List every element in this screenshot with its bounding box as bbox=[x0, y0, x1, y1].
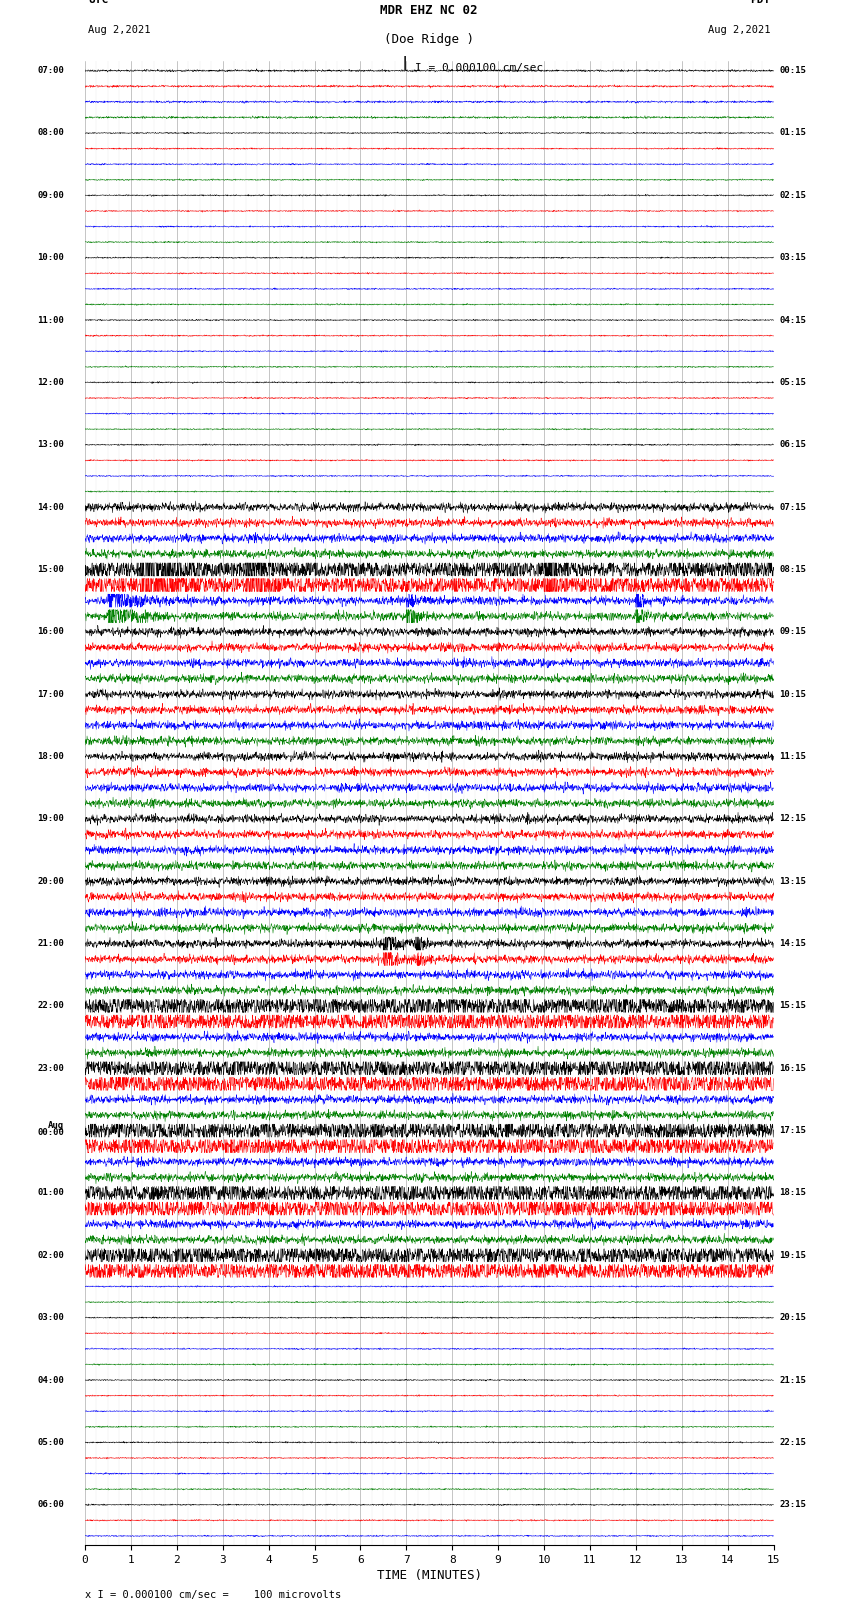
Text: 14:00: 14:00 bbox=[37, 503, 65, 511]
Text: 17:15: 17:15 bbox=[779, 1126, 806, 1136]
Text: MDR EHZ NC 02: MDR EHZ NC 02 bbox=[381, 3, 478, 16]
Text: 04:15: 04:15 bbox=[779, 316, 806, 324]
Text: 07:00: 07:00 bbox=[37, 66, 65, 76]
Text: 02:00: 02:00 bbox=[37, 1250, 65, 1260]
Text: 11:15: 11:15 bbox=[779, 752, 806, 761]
Text: 18:15: 18:15 bbox=[779, 1189, 806, 1197]
Text: 00:15: 00:15 bbox=[779, 66, 806, 76]
Text: 08:00: 08:00 bbox=[37, 129, 65, 137]
X-axis label: TIME (MINUTES): TIME (MINUTES) bbox=[377, 1569, 482, 1582]
Text: 02:15: 02:15 bbox=[779, 190, 806, 200]
Text: 22:00: 22:00 bbox=[37, 1002, 65, 1010]
Text: 06:00: 06:00 bbox=[37, 1500, 65, 1510]
Text: 09:15: 09:15 bbox=[779, 627, 806, 636]
Text: 13:15: 13:15 bbox=[779, 877, 806, 886]
Text: Aug: Aug bbox=[48, 1121, 65, 1129]
Text: 19:15: 19:15 bbox=[779, 1250, 806, 1260]
Text: 10:15: 10:15 bbox=[779, 690, 806, 698]
Text: 03:15: 03:15 bbox=[779, 253, 806, 263]
Text: 13:00: 13:00 bbox=[37, 440, 65, 450]
Text: 04:00: 04:00 bbox=[37, 1376, 65, 1384]
Text: 01:00: 01:00 bbox=[37, 1189, 65, 1197]
Text: 08:15: 08:15 bbox=[779, 565, 806, 574]
Text: I = 0.000100 cm/sec: I = 0.000100 cm/sec bbox=[416, 63, 544, 73]
Text: |: | bbox=[401, 56, 410, 71]
Text: 21:15: 21:15 bbox=[779, 1376, 806, 1384]
Text: 20:15: 20:15 bbox=[779, 1313, 806, 1323]
Text: 18:00: 18:00 bbox=[37, 752, 65, 761]
Text: 12:00: 12:00 bbox=[37, 377, 65, 387]
Text: 20:00: 20:00 bbox=[37, 877, 65, 886]
Text: 05:00: 05:00 bbox=[37, 1437, 65, 1447]
Text: 16:00: 16:00 bbox=[37, 627, 65, 636]
Text: UTC: UTC bbox=[88, 0, 109, 5]
Text: 06:15: 06:15 bbox=[779, 440, 806, 450]
Text: 09:00: 09:00 bbox=[37, 190, 65, 200]
Text: 07:15: 07:15 bbox=[779, 503, 806, 511]
Text: 23:00: 23:00 bbox=[37, 1063, 65, 1073]
Text: 01:15: 01:15 bbox=[779, 129, 806, 137]
Text: 05:15: 05:15 bbox=[779, 377, 806, 387]
Text: 17:00: 17:00 bbox=[37, 690, 65, 698]
Text: 23:15: 23:15 bbox=[779, 1500, 806, 1510]
Text: 19:00: 19:00 bbox=[37, 815, 65, 823]
Text: 16:15: 16:15 bbox=[779, 1063, 806, 1073]
Text: x I = 0.000100 cm/sec =    100 microvolts: x I = 0.000100 cm/sec = 100 microvolts bbox=[85, 1590, 341, 1600]
Text: 00:00: 00:00 bbox=[37, 1127, 65, 1137]
Text: 11:00: 11:00 bbox=[37, 316, 65, 324]
Text: Aug 2,2021: Aug 2,2021 bbox=[88, 24, 151, 34]
Text: Aug 2,2021: Aug 2,2021 bbox=[707, 24, 770, 34]
Text: (Doe Ridge ): (Doe Ridge ) bbox=[384, 34, 474, 47]
Text: 10:00: 10:00 bbox=[37, 253, 65, 263]
Text: 12:15: 12:15 bbox=[779, 815, 806, 823]
Text: 15:00: 15:00 bbox=[37, 565, 65, 574]
Text: PDT: PDT bbox=[750, 0, 770, 5]
Text: 14:15: 14:15 bbox=[779, 939, 806, 948]
Text: 22:15: 22:15 bbox=[779, 1437, 806, 1447]
Text: 15:15: 15:15 bbox=[779, 1002, 806, 1010]
Text: 21:00: 21:00 bbox=[37, 939, 65, 948]
Text: 03:00: 03:00 bbox=[37, 1313, 65, 1323]
